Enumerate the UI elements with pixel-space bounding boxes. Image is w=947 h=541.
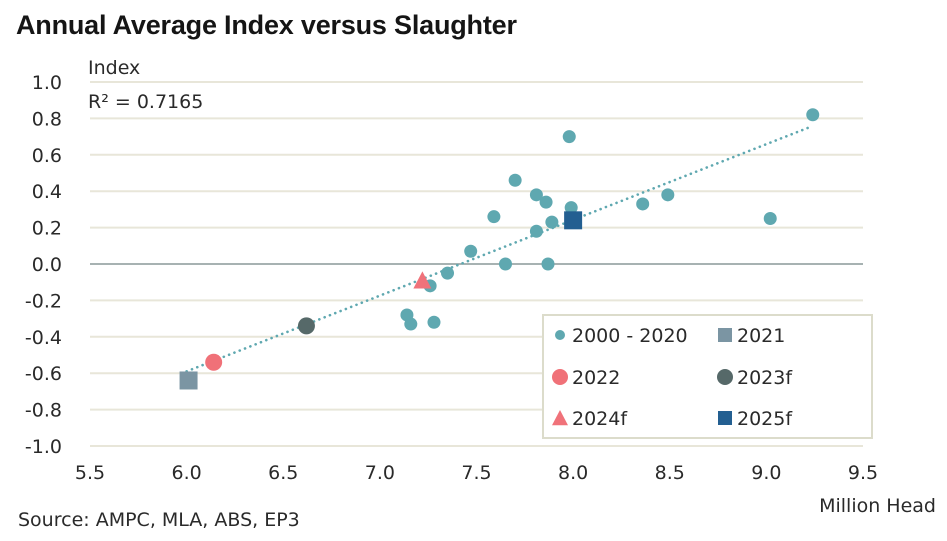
legend-label: 2022	[572, 367, 620, 389]
x-tick-label: 8.0	[558, 462, 588, 484]
y-tick-label: -0.2	[25, 290, 62, 312]
data-point-2000-2020	[498, 257, 512, 271]
x-tick-label: 6.5	[268, 462, 298, 484]
x-tick-label: 5.5	[75, 462, 105, 484]
data-point-2000-2020	[529, 188, 543, 202]
legend-marker-2021	[718, 328, 732, 342]
y-tick-label: 0.4	[32, 181, 62, 203]
y-tick-label: -1.0	[25, 436, 62, 458]
x-tick-label: 9.5	[848, 462, 878, 484]
legend-marker-2000-2020	[555, 330, 565, 340]
y-tick-label: 0.0	[32, 254, 62, 276]
y-tick-label: 0.6	[32, 145, 62, 167]
legend-label: 2025f	[737, 408, 793, 430]
x-axis-label: Million Head	[819, 495, 936, 517]
legend-marker-2023f	[717, 369, 733, 385]
legend-marker-2025f	[718, 411, 732, 425]
data-point-2000-2020	[441, 266, 455, 280]
data-point-2000-2020	[541, 257, 555, 271]
data-point-2000-2020	[562, 130, 576, 144]
data-point-2000-2020	[636, 197, 650, 211]
data-point-2000-2020	[806, 108, 820, 122]
data-point-2022	[205, 353, 223, 371]
legend-label: 2023f	[737, 367, 793, 389]
data-point-2000-2020	[529, 224, 543, 238]
x-tick-label: 8.5	[655, 462, 685, 484]
data-point-2000-2020	[763, 212, 777, 225]
data-point-2023f	[297, 317, 315, 335]
legend-box	[542, 314, 873, 439]
r-squared-annotation: R² = 0.7165	[88, 91, 203, 113]
y-tick-label: 0.2	[32, 218, 62, 240]
y-tick-label: 1.0	[32, 72, 62, 94]
legend: 2000 - 2020 2021 2022 2023f 2024f 2025f	[542, 314, 873, 439]
legend-marker-2022	[552, 369, 568, 385]
legend-label: 2021	[737, 325, 785, 347]
data-point-2000-2020	[427, 315, 441, 329]
y-tick-label: -0.6	[25, 363, 62, 385]
data-point-2000-2020	[464, 244, 478, 258]
data-point-2025f	[564, 211, 583, 230]
y-tick-label: 0.8	[32, 108, 62, 130]
x-axis-ticks: 5.5 6.0 6.5 7.0 7.5 8.0 8.5 9.0 9.5	[75, 462, 878, 484]
data-point-2000-2020	[404, 317, 418, 331]
data-point-2000-2020	[661, 188, 675, 202]
x-tick-label: 7.5	[461, 462, 491, 484]
x-tick-label: 6.0	[172, 462, 202, 484]
x-tick-label: 7.0	[365, 462, 395, 484]
data-point-2000-2020	[564, 201, 578, 215]
y-tick-label: -0.8	[25, 400, 62, 422]
source-note: Source: AMPC, MLA, ABS, EP3	[18, 509, 300, 531]
y-axis-ticks: 1.0 0.8 0.6 0.4 0.2 0.0 -0.2 -0.4 -0.6 -0.8 -1.0	[25, 72, 62, 458]
data-point-2000-2020	[539, 195, 553, 209]
data-point-2021	[179, 371, 198, 390]
y-axis-label: Index	[88, 57, 140, 79]
legend-marker-2024f	[552, 410, 568, 426]
data-point-2000-2020	[508, 173, 522, 187]
data-point-2000-2020	[545, 215, 559, 229]
legend-label: 2024f	[572, 408, 628, 430]
data-points	[179, 108, 820, 390]
legend-label: 2000 - 2020	[572, 325, 688, 347]
chart-title: Annual Average Index versus Slaughter	[16, 10, 517, 40]
y-tick-label: -0.4	[25, 327, 62, 349]
data-point-2024f	[413, 271, 432, 289]
x-tick-label: 9.0	[751, 462, 781, 484]
data-point-2000-2020	[487, 210, 501, 224]
